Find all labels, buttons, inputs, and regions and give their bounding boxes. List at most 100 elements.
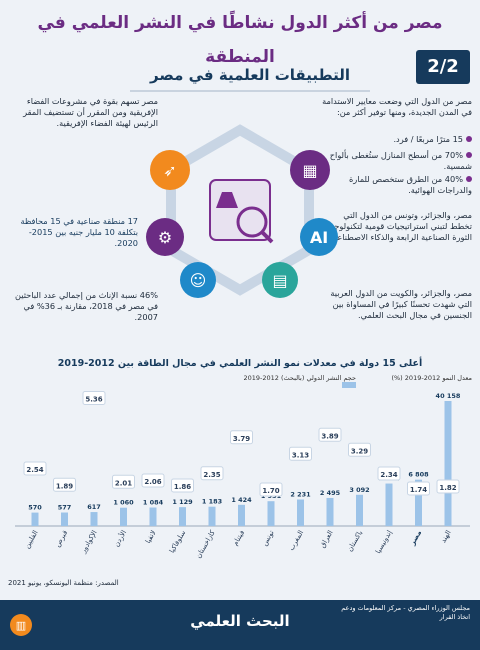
right-item-2-text: 70% من أسطح المنازل ستُغطى بألواح شمسية. bbox=[329, 150, 472, 171]
category-label: الهند bbox=[439, 529, 453, 544]
growth-label: 2.54 bbox=[26, 466, 43, 474]
volume-label: 570 bbox=[28, 504, 42, 512]
growth-box bbox=[230, 430, 253, 445]
volume-bar bbox=[326, 497, 334, 526]
legend-growth-text: معدل النمو 2012-2019 (%) bbox=[391, 374, 472, 382]
legend-volume-text: حجم النشر الدولي (بالبحث) 2012-2019 bbox=[243, 374, 356, 382]
growth-label: 1.70 bbox=[262, 487, 279, 495]
volume-bar bbox=[444, 401, 452, 526]
growth-box bbox=[436, 479, 460, 494]
growth-label: 1.74 bbox=[410, 486, 427, 494]
category-label: المغرب bbox=[287, 529, 305, 552]
volume-bar bbox=[149, 507, 157, 526]
volume-label: 577 bbox=[58, 504, 72, 512]
growth-box bbox=[289, 446, 312, 461]
volume-bar bbox=[120, 507, 127, 526]
volume-label: 1 424 bbox=[231, 496, 252, 504]
growth-label: 1.89 bbox=[56, 482, 73, 490]
growth-label: 3.13 bbox=[292, 451, 309, 459]
volume-bar bbox=[356, 494, 363, 526]
category-label: قبرص bbox=[53, 529, 69, 548]
city-icon: ▦ bbox=[290, 150, 330, 190]
page-badge: 2/2 bbox=[416, 50, 470, 84]
book-icon: ▤ bbox=[262, 262, 298, 298]
growth-label: 2.06 bbox=[144, 478, 161, 486]
growth-label: 2.01 bbox=[115, 479, 132, 487]
chart-title: أعلى 15 دولة في معدلات نمو النشر العلمي … bbox=[57, 358, 423, 369]
growth-box bbox=[53, 477, 76, 492]
volume-label: 6 808 bbox=[408, 471, 429, 479]
woman-icon: ☺ bbox=[180, 262, 216, 298]
bullet-icon bbox=[466, 176, 472, 182]
section-subtitle: التطبيقات العلمية في مصر bbox=[150, 66, 350, 84]
growth-box bbox=[82, 391, 106, 405]
magnifier-icon bbox=[236, 206, 268, 238]
left-block-space: مصر تسهم بقوة في مشروعات الفضاء الإفريقي… bbox=[23, 96, 158, 128]
right-item-3: 40% من الطرق ستخصص للمارة والدراجات الهو… bbox=[320, 174, 472, 196]
volume-bar bbox=[238, 504, 245, 526]
category-label: باكستان bbox=[346, 529, 364, 553]
right-block-gender: مصر، والجزائر، والكويت من الدول العربية … bbox=[330, 288, 472, 320]
volume-label: 1 060 bbox=[113, 499, 134, 507]
volume-label: 1 129 bbox=[172, 498, 193, 506]
footer-title: البحث العلمي bbox=[190, 612, 290, 630]
volume-label: 2 495 bbox=[320, 489, 341, 497]
volume-bar bbox=[385, 483, 393, 526]
category-label: فيتنام bbox=[231, 529, 246, 547]
bullet-icon bbox=[466, 152, 472, 158]
footer-bar bbox=[0, 600, 480, 650]
volume-label: 3 092 bbox=[349, 486, 369, 494]
category-label: العراق bbox=[318, 529, 334, 549]
gear-icon: ⚙ bbox=[146, 218, 184, 256]
category-label: الإكوادور bbox=[79, 529, 99, 555]
growth-box bbox=[318, 427, 342, 442]
right-item-3-text: 40% من الطرق ستخصص للمارة والدراجات الهو… bbox=[348, 174, 472, 195]
volume-bar bbox=[267, 501, 275, 526]
volume-label: 2 231 bbox=[290, 490, 311, 498]
right-item-1-text: 15 مترًا مربعًا / فرد. bbox=[393, 134, 463, 144]
left-block-women: 46% نسبة الإناث من إجمالي عدد الباحثين ف… bbox=[15, 290, 158, 322]
volume-label: 40 158 bbox=[436, 392, 461, 400]
volume-bar bbox=[61, 512, 68, 526]
footer-org: مجلس الوزراء المصري - مركز المعلومات ودع… bbox=[341, 604, 470, 621]
source-note: المصدر: منظمة اليونسكو، يونيو 2021 bbox=[8, 579, 119, 587]
right-item-1: 15 مترًا مربعًا / فرد. bbox=[320, 134, 472, 145]
center-hexagon-graphic bbox=[166, 124, 314, 296]
category-label: الفلبين bbox=[23, 529, 40, 550]
right-block-ai: مصر، والجزائر، وتونس من الدول التي تخطط … bbox=[321, 210, 472, 242]
growth-label: 2.35 bbox=[203, 471, 220, 479]
category-label: الأردن bbox=[112, 528, 129, 548]
growth-box bbox=[259, 482, 283, 497]
category-label: لاتفيا bbox=[144, 529, 158, 545]
growth-label: 1.82 bbox=[439, 484, 456, 492]
growth-label: 1.86 bbox=[174, 483, 191, 491]
growth-label: 3.29 bbox=[351, 447, 368, 455]
legend-growth: معدل النمو 2012-2019 (%) bbox=[362, 374, 472, 382]
ai-chip-icon: AI bbox=[300, 218, 338, 256]
volume-bar bbox=[208, 506, 216, 526]
growth-box bbox=[171, 478, 194, 493]
right-block-sustainability-intro: مصر من الدول التي وضعت معايير الاستدامة … bbox=[322, 96, 472, 117]
growth-box bbox=[377, 466, 401, 481]
category-label: سلوفاكيا bbox=[168, 529, 187, 555]
legend-volume-swatch bbox=[342, 382, 356, 388]
volume-bar bbox=[179, 507, 186, 526]
bullet-icon bbox=[466, 136, 472, 142]
volume-bar bbox=[297, 499, 304, 526]
growth-label: 2.34 bbox=[380, 471, 397, 479]
category-label: كازاخستان bbox=[194, 528, 217, 559]
volume-bar bbox=[90, 512, 98, 526]
volume-label: 1 084 bbox=[143, 499, 164, 507]
growth-box bbox=[348, 442, 371, 457]
divider bbox=[130, 90, 370, 92]
legend-volume: حجم النشر الدولي (بالبحث) 2012-2019 bbox=[236, 374, 356, 390]
book-logo-icon: ▥ bbox=[10, 614, 32, 636]
flask-icon bbox=[216, 192, 238, 208]
left-block-industry: 17 منطقة صناعية في 15 محافظة بتكلفة 10 م… bbox=[20, 216, 138, 248]
volume-label: 617 bbox=[87, 503, 101, 511]
growth-label: 3.79 bbox=[233, 435, 250, 443]
growth-box bbox=[141, 473, 165, 488]
growth-label: 5.36 bbox=[85, 396, 102, 404]
growth-box bbox=[112, 474, 135, 489]
